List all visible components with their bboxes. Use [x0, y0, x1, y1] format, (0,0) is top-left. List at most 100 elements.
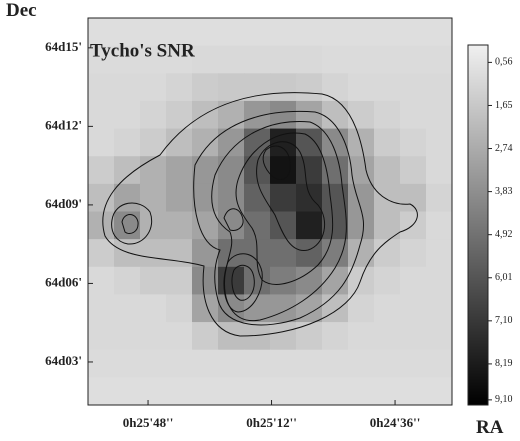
heatmap-cell: [218, 101, 245, 129]
heatmap-cell: [296, 18, 323, 46]
heatmap-cell: [322, 46, 349, 74]
heatmap-cell: [348, 322, 375, 350]
colorbar-tick-label: 9,10: [495, 394, 513, 405]
heatmap-cell: [270, 322, 297, 350]
heatmap-cell: [374, 46, 401, 74]
chart: Tycho's SNR Dec RA 0h25'48''0h25'12''0h2…: [0, 0, 520, 441]
heatmap-cell: [166, 350, 193, 378]
heatmap-cell: [88, 212, 115, 240]
heatmap-cell: [244, 129, 271, 157]
heatmap-cell: [192, 322, 219, 350]
heatmap-cell: [296, 73, 323, 101]
heatmap-cell: [218, 73, 245, 101]
heatmap-cell: [218, 377, 245, 405]
heatmap-cell: [374, 129, 401, 157]
y-tick-label: 64d15': [45, 39, 82, 54]
page: {"chart_data":{"type":"heatmap","title":…: [0, 0, 520, 441]
heatmap-cell: [296, 212, 323, 240]
heatmap-cell: [400, 18, 427, 46]
heatmap-cell: [114, 73, 141, 101]
y-tick-label: 64d06': [45, 274, 82, 289]
heatmap-cell: [348, 46, 375, 74]
heatmap-cell: [140, 184, 167, 212]
heatmap-cell: [400, 184, 427, 212]
chart-title: Tycho's SNR: [90, 40, 195, 61]
heatmap-cell: [426, 212, 453, 240]
heatmap-cell: [88, 350, 115, 378]
heatmap-cell: [270, 46, 297, 74]
heatmap-cell: [426, 129, 453, 157]
heatmap-cell: [374, 18, 401, 46]
heatmap-cell: [322, 212, 349, 240]
heatmap-cell: [88, 101, 115, 129]
heatmap-cell: [374, 184, 401, 212]
heatmap-cell: [88, 184, 115, 212]
heatmap-cell: [400, 129, 427, 157]
heatmap-cell: [348, 267, 375, 295]
heatmap-cell: [166, 73, 193, 101]
heatmap-cell: [426, 184, 453, 212]
heatmap-cell: [166, 184, 193, 212]
heatmap-cell: [244, 184, 271, 212]
heatmap-cell: [88, 156, 115, 184]
heatmap-cell: [192, 18, 219, 46]
colorbar-tick-label: 3,83: [495, 186, 513, 197]
heatmap-cell: [348, 377, 375, 405]
heatmap-cell: [244, 350, 271, 378]
heatmap-cell: [400, 212, 427, 240]
heatmap-cell: [88, 294, 115, 322]
heatmap-cell: [400, 73, 427, 101]
heatmap-cell: [270, 377, 297, 405]
heatmap-cell: [348, 350, 375, 378]
heatmap-cell: [114, 101, 141, 129]
heatmap-cell: [192, 46, 219, 74]
heatmap-cell: [426, 322, 453, 350]
heatmap-cell: [140, 129, 167, 157]
heatmap-cell: [296, 377, 323, 405]
heatmap-cell: [244, 46, 271, 74]
heatmap-cell: [374, 267, 401, 295]
heatmap-cell: [88, 377, 115, 405]
heatmap-cell: [270, 350, 297, 378]
heatmap-cell: [296, 156, 323, 184]
heatmap-cell: [296, 322, 323, 350]
heatmap-cell: [348, 294, 375, 322]
heatmap-cell: [114, 350, 141, 378]
colorbar-tick-label: 2,74: [495, 143, 513, 154]
heatmap-cell: [348, 101, 375, 129]
heatmap-cell: [166, 377, 193, 405]
heatmap-cell: [400, 267, 427, 295]
heatmap-cell: [244, 267, 271, 295]
heatmap-cell: [166, 294, 193, 322]
heatmap-cell: [400, 294, 427, 322]
heatmap-cell: [140, 267, 167, 295]
heatmap-cell: [296, 350, 323, 378]
heatmap-cell: [270, 212, 297, 240]
heatmap-cell: [166, 156, 193, 184]
heatmap-cell: [426, 350, 453, 378]
heatmap-cell: [374, 239, 401, 267]
heatmap-cell: [426, 239, 453, 267]
heatmap-cell: [88, 129, 115, 157]
heatmap-cell: [166, 212, 193, 240]
heatmap-cell: [374, 101, 401, 129]
heatmap-cell: [322, 294, 349, 322]
heatmap-cell: [374, 73, 401, 101]
heatmap-cell: [400, 239, 427, 267]
x-tick-label: 0h25'12'': [246, 415, 297, 430]
heatmap-cell: [192, 377, 219, 405]
heatmap-cell: [244, 18, 271, 46]
heatmap-cell: [270, 294, 297, 322]
heatmap-cell: [348, 73, 375, 101]
heatmap-cell: [400, 350, 427, 378]
y-axis-label: Dec: [6, 0, 37, 21]
heatmap-cell: [426, 73, 453, 101]
x-axis-label: RA: [476, 417, 504, 438]
heatmap-cell: [218, 184, 245, 212]
heatmap-cell: [374, 156, 401, 184]
heatmap-cell: [400, 322, 427, 350]
heatmap-cell: [114, 377, 141, 405]
heatmap-cell: [114, 294, 141, 322]
heatmap-cell: [88, 267, 115, 295]
heatmap-cell: [400, 101, 427, 129]
